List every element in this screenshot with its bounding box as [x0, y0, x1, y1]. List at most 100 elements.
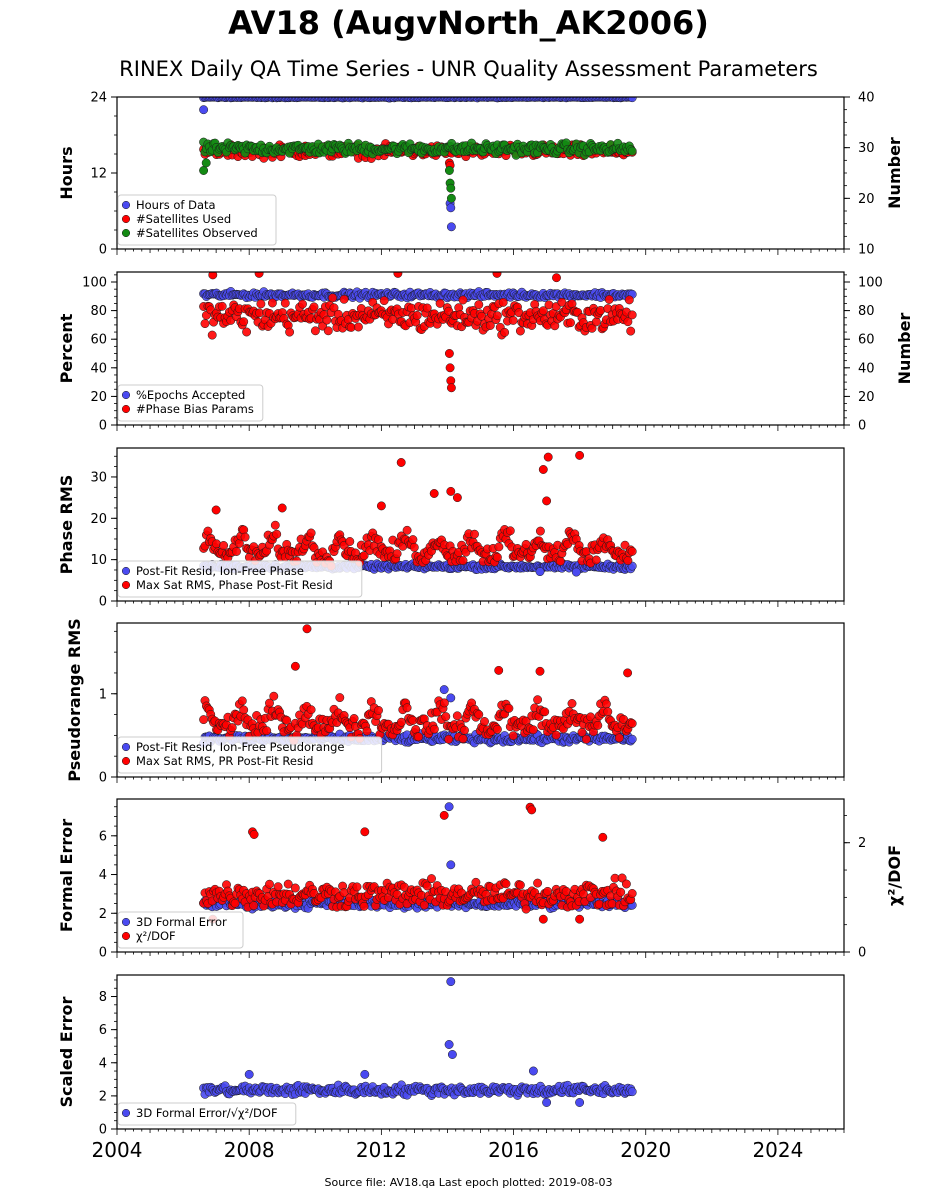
- data-point: [232, 547, 241, 556]
- legend-marker: [121, 214, 131, 224]
- series--dof: [199, 802, 637, 924]
- data-point: [527, 805, 537, 815]
- y-right-tick-label: 40: [858, 361, 875, 376]
- data-point: [538, 914, 548, 924]
- data-point: [273, 882, 283, 892]
- data-point: [402, 525, 412, 535]
- y-tick-label: 6: [99, 829, 107, 844]
- x-tick-label: 2016: [488, 1138, 539, 1162]
- data-point: [199, 715, 209, 725]
- data-point: [239, 525, 249, 535]
- y-axis-label: Percent: [57, 313, 76, 383]
- chart-title: AV18 (AugvNorth_AK2006): [228, 4, 709, 42]
- data-point: [471, 877, 481, 887]
- data-point: [591, 555, 601, 565]
- data-point: [408, 535, 418, 545]
- y-tick-label: 0: [99, 1123, 107, 1138]
- y-tick-label: 10: [90, 553, 107, 568]
- panel-percent: 0 20 40 60 80 100 Percent 0 20 40 60 80 100 Number %Ep…: [57, 271, 914, 434]
- data-point: [402, 703, 412, 713]
- data-point: [533, 878, 543, 888]
- data-point: [393, 272, 403, 278]
- data-point: [492, 724, 502, 734]
- y-axis-label: Pseudorange RMS: [65, 618, 84, 781]
- legend-marker: [121, 742, 131, 752]
- series--satellites-observed: [199, 137, 637, 203]
- data-point: [444, 349, 454, 358]
- data-point: [508, 731, 518, 741]
- data-point: [458, 734, 468, 744]
- data-point: [446, 193, 456, 203]
- data-point: [353, 322, 363, 332]
- y-tick-label: 0: [99, 946, 107, 961]
- data-point: [616, 887, 626, 897]
- data-point: [422, 303, 432, 313]
- series-max-sat-rms-phase-post-fit-resid: [199, 450, 637, 571]
- data-point: [498, 297, 508, 307]
- y-axis-label: Hours: [57, 146, 76, 199]
- data-point: [543, 886, 553, 896]
- series-group: [199, 802, 637, 924]
- y-right-tick-label: 2: [858, 836, 866, 851]
- series-group: [199, 450, 637, 577]
- data-point: [237, 696, 247, 706]
- y-tick-label: 12: [90, 167, 107, 182]
- y-tick-label: 0: [99, 771, 107, 786]
- data-point: [593, 720, 603, 730]
- legend-label: χ²/DOF: [136, 929, 176, 943]
- source-footer: Source file: AV18.qa Last epoch plotted:…: [324, 1176, 613, 1189]
- data-point: [441, 712, 451, 722]
- data-point: [452, 493, 462, 503]
- data-point: [249, 830, 259, 839]
- data-point: [627, 734, 637, 744]
- y-tick-label: 24: [90, 91, 107, 106]
- y-tick-label: 2: [99, 907, 107, 922]
- y-tick-label: 0: [99, 419, 107, 434]
- y-right-axis-label: χ²/DOF: [885, 845, 904, 906]
- panel-phase-rms: 0 10 20 30 Phase RMS Post-Fit Resid, Ion-Free…: [57, 447, 845, 610]
- data-point: [627, 719, 637, 728]
- legend-label: 3D Formal Error: [136, 915, 227, 929]
- data-point: [306, 528, 316, 538]
- data-point: [604, 295, 614, 304]
- data-point: [379, 296, 389, 306]
- y-tick-label: 30: [90, 470, 107, 485]
- data-point: [277, 503, 287, 513]
- data-point: [446, 183, 456, 193]
- legend-label: Post-Fit Resid, Ion-Free Pseudorange: [136, 740, 344, 754]
- series-max-sat-rms-pr-post-fit-resid: [199, 624, 637, 746]
- data-point: [306, 705, 316, 715]
- data-point: [623, 668, 633, 678]
- data-point: [581, 734, 591, 744]
- y-right-tick-label: 20: [858, 390, 875, 405]
- y-tick-label: 4: [99, 868, 107, 883]
- data-point: [446, 383, 456, 393]
- data-point: [201, 158, 211, 168]
- data-point: [444, 166, 454, 175]
- y-right-tick-label: 60: [858, 333, 875, 348]
- data-point: [199, 166, 209, 175]
- legend-marker: [121, 756, 131, 766]
- data-point: [515, 326, 525, 336]
- data-point: [254, 272, 264, 278]
- data-point: [427, 874, 436, 884]
- data-point: [242, 327, 252, 337]
- data-point: [446, 222, 456, 232]
- legend-box: [117, 384, 264, 422]
- legend-label: #Satellites Used: [136, 212, 231, 226]
- series-group: [199, 977, 637, 1107]
- data-point: [575, 450, 585, 460]
- data-point: [267, 298, 277, 308]
- y-tick-label: 1: [99, 687, 107, 702]
- data-point: [447, 1050, 457, 1059]
- data-point: [623, 317, 633, 327]
- legend-marker: [121, 404, 131, 414]
- y-axis-label: Phase RMS: [57, 475, 76, 575]
- legend-label: Hours of Data: [136, 198, 216, 212]
- data-point: [538, 306, 548, 316]
- data-point: [623, 556, 633, 566]
- data-point: [601, 699, 611, 709]
- series-group: [199, 272, 637, 393]
